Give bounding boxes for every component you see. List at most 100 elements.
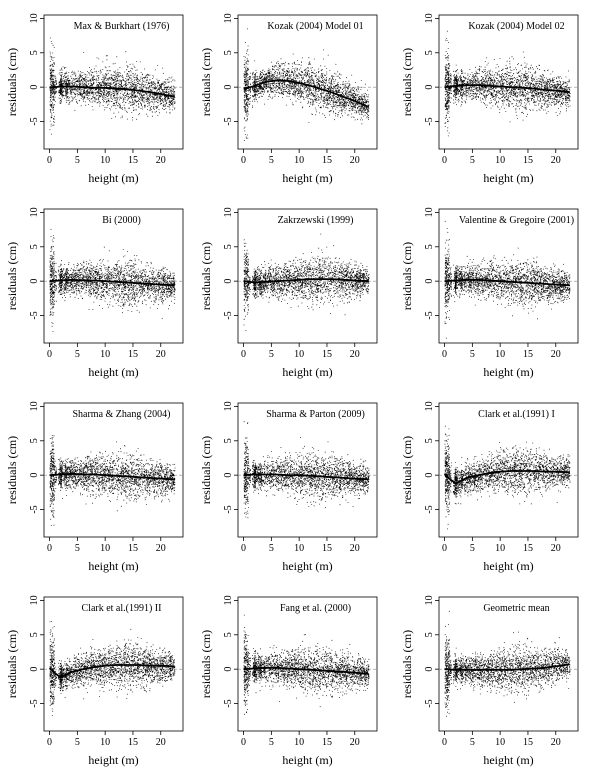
x-tick-label: 0 (442, 155, 447, 166)
panel-title: Sharma & Parton (2009) (266, 409, 365, 420)
x-tick-label: 5 (470, 155, 475, 166)
plot-frame (237, 596, 378, 732)
x-tick-label: 15 (128, 543, 138, 554)
plot-frame (43, 402, 184, 538)
y-tick-label: 0 (223, 473, 234, 478)
y-tick-label: 10 (424, 595, 435, 605)
chart-panel: Clark et al.(1991) II 0 5 10 15 20 -5 0 5 10 heigh… (0, 582, 200, 776)
x-tick-label: 20 (350, 543, 360, 554)
x-tick-label: 15 (128, 737, 138, 748)
residual-point-cloud (243, 614, 370, 715)
smoother-curve (49, 472, 175, 481)
x-tick-label: 0 (241, 543, 246, 554)
y-tick-label: -5 (223, 699, 234, 707)
y-tick-label: 0 (29, 667, 40, 672)
plot-frame (43, 14, 184, 150)
residual-point-cloud (444, 610, 571, 717)
x-tick-label: 5 (269, 349, 274, 360)
x-tick-label: 10 (495, 543, 505, 554)
y-axis-label: residuals (cm) (199, 242, 213, 310)
residual-scatter-chart: Sharma & Parton (2009) 0 5 10 15 20 -5 0 5 10 heig… (199, 401, 378, 573)
x-tick-label: 0 (241, 737, 246, 748)
x-axis-label: height (m) (483, 559, 533, 573)
x-tick-label: 15 (523, 349, 533, 360)
x-tick-label: 20 (156, 349, 166, 360)
y-tick-label: -5 (424, 311, 435, 319)
scatter-points (243, 28, 370, 141)
y-tick-label: 0 (29, 279, 40, 284)
x-axis-label: height (m) (483, 365, 533, 379)
smoother-curve (444, 278, 570, 287)
y-axis-label: residuals (cm) (199, 630, 213, 698)
plot-frame (438, 596, 579, 732)
y-tick-label: 5 (29, 438, 40, 443)
x-tick-label: 0 (241, 155, 246, 166)
x-tick-label: 20 (350, 349, 360, 360)
residual-point-cloud (243, 421, 370, 519)
x-tick-label: 20 (551, 155, 561, 166)
chart-panel: Bi (2000) 0 5 10 15 20 -5 0 5 10 height (m) residua… (0, 194, 200, 388)
y-tick-label: -5 (223, 117, 234, 125)
x-tick-label: 10 (100, 155, 110, 166)
panel-title: Bi (2000) (102, 215, 141, 226)
chart-panel: Kozak (2004) Model 01 0 5 10 15 20 -5 0 5 10 heigh… (194, 0, 394, 194)
residual-scatter-chart: Valentine & Gregoire (2001) 0 5 10 15 20 -5 0 5 1… (400, 207, 579, 379)
residual-scatter-chart: Bi (2000) 0 5 10 15 20 -5 0 5 10 height (m) residua… (5, 207, 184, 379)
panel-title: Kozak (2004) Model 02 (468, 21, 564, 32)
residual-scatter-chart: Sharma & Zhang (2004) 0 5 10 15 20 -5 0 5 10 heigh… (5, 401, 184, 573)
x-tick-label: 20 (350, 155, 360, 166)
x-tick-label: 15 (128, 155, 138, 166)
x-tick-label: 15 (523, 155, 533, 166)
scatter-points (49, 435, 176, 526)
scatter-points (444, 30, 571, 137)
panel-title: Clark et al.(1991) II (82, 603, 162, 614)
x-axis-label: height (m) (483, 171, 533, 185)
x-tick-label: 5 (269, 155, 274, 166)
y-axis-label: residuals (cm) (5, 630, 19, 698)
x-tick-label: 0 (47, 349, 52, 360)
smoother-curve (49, 85, 175, 98)
y-axis-label: residuals (cm) (199, 48, 213, 116)
residual-point-cloud (444, 425, 571, 530)
panel-title: Zakrzewski (1999) (278, 215, 354, 226)
y-tick-label: 10 (29, 401, 40, 411)
y-tick-label: 0 (424, 85, 435, 90)
chart-panel: Sharma & Zhang (2004) 0 5 10 15 20 -5 0 5 10 heigh… (0, 388, 200, 582)
y-tick-label: 10 (29, 595, 40, 605)
x-tick-label: 10 (294, 737, 304, 748)
y-tick-label: 10 (223, 13, 234, 23)
y-tick-label: 0 (424, 667, 435, 672)
scatter-points (243, 614, 370, 715)
y-tick-label: -5 (29, 699, 40, 707)
y-tick-label: -5 (223, 505, 234, 513)
y-tick-label: 5 (29, 632, 40, 637)
y-tick-label: -5 (223, 311, 234, 319)
x-axis-label: height (m) (282, 171, 332, 185)
smoother-curve (243, 473, 369, 481)
panel-title: Geometric mean (483, 603, 549, 614)
x-tick-label: 10 (294, 543, 304, 554)
y-tick-label: 10 (424, 207, 435, 217)
x-tick-label: 10 (495, 155, 505, 166)
x-tick-label: 20 (156, 737, 166, 748)
y-tick-label: 10 (29, 207, 40, 217)
plot-frame (237, 14, 378, 150)
smoother-curve (243, 79, 370, 108)
residual-point-cloud (444, 220, 571, 339)
x-tick-label: 0 (442, 737, 447, 748)
y-tick-label: -5 (29, 311, 40, 319)
x-tick-label: 0 (47, 155, 52, 166)
x-tick-label: 15 (322, 155, 332, 166)
x-tick-label: 5 (269, 737, 274, 748)
x-axis-label: height (m) (88, 559, 138, 573)
residual-scatter-chart: Fang et al. (2000) 0 5 10 15 20 -5 0 5 10 height (… (199, 595, 378, 767)
y-tick-label: 5 (424, 438, 435, 443)
residual-scatter-chart: Zakrzewski (1999) 0 5 10 15 20 -5 0 5 10 height (m… (199, 207, 378, 379)
x-tick-label: 10 (294, 349, 304, 360)
chart-panel: Kozak (2004) Model 02 0 5 10 15 20 -5 0 5 10 heigh… (395, 0, 595, 194)
y-axis-label: residuals (cm) (400, 242, 414, 310)
x-tick-label: 20 (551, 737, 561, 748)
y-axis-label: residuals (cm) (400, 630, 414, 698)
y-tick-label: 0 (223, 667, 234, 672)
y-tick-label: -5 (424, 699, 435, 707)
